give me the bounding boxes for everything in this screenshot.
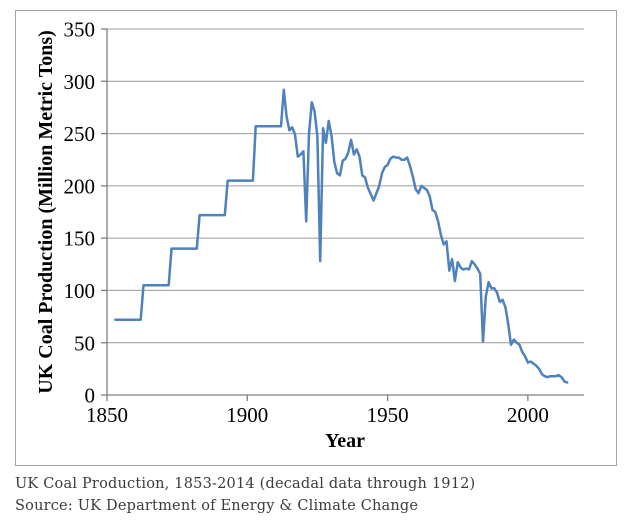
x-axis-title: Year [325,430,365,452]
x-tick-label-1900: 1900 [226,403,268,427]
figure-caption: UK Coal Production, 1853-2014 (decadal d… [15,473,475,517]
x-tick-label-1950: 1950 [367,403,409,427]
caption-title-line: UK Coal Production, 1853-2014 (decadal d… [15,476,476,492]
y-tick-label-300: 300 [64,70,96,94]
y-tick-label-200: 200 [64,174,96,198]
y-tick-label-350: 350 [64,18,96,42]
axes [106,29,584,396]
y-tick-label-50: 50 [74,331,95,355]
y-tick-label-0: 0 [85,384,96,408]
x-axis-tick-labels: 1850 1900 1950 2000 [86,403,549,427]
y-axis-ticks [101,28,107,396]
coal-production-chart: 0 50 100 150 200 250 300 350 1850 1900 1950 2000 U… [15,10,617,466]
x-tick-label-1850: 1850 [86,403,128,427]
y-tick-label-100: 100 [64,279,96,303]
y-axis-title: UK Coal Production (Million Metric Tons) [35,30,57,394]
production-line-series [114,88,569,384]
caption-source-line: Source: UK Department of Energy & Climat… [15,498,419,514]
gridlines [107,28,584,344]
y-tick-label-150: 150 [64,227,96,251]
y-axis-tick-labels: 0 50 100 150 200 250 300 350 [64,18,96,408]
x-axis-ticks [106,395,529,401]
chart-canvas: 0 50 100 150 200 250 300 350 1850 1900 1950 2000 U… [35,18,584,452]
y-tick-label-250: 250 [64,122,96,146]
x-tick-label-2000: 2000 [507,403,549,427]
